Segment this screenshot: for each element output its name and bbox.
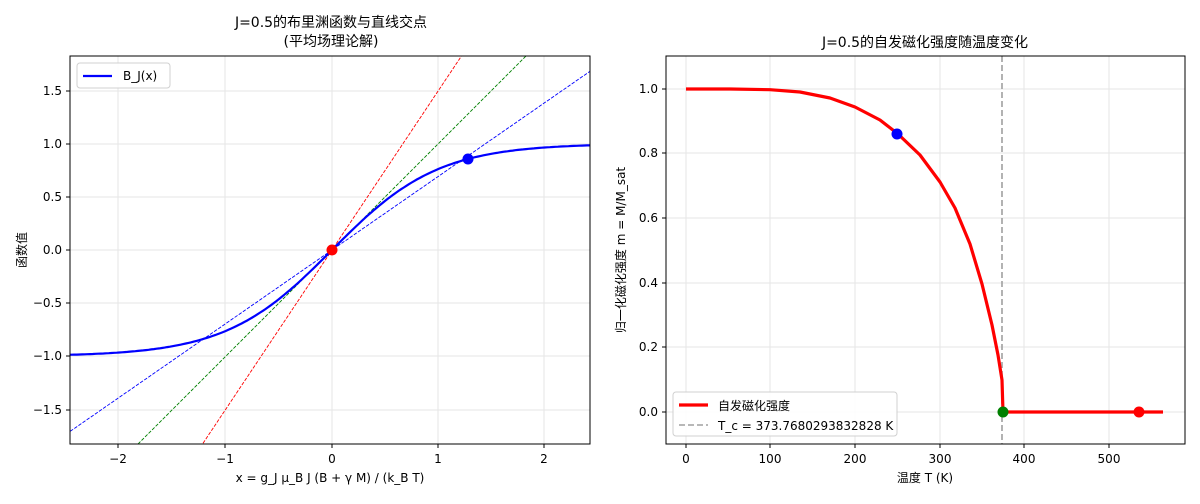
right-ytick: 0.8 (639, 146, 658, 160)
right-legend-label-1: 自发磁化强度 (718, 398, 790, 413)
point-blue (891, 128, 903, 140)
left-xtick: 1 (434, 452, 442, 466)
right-chart-title: J=0.5的自发磁化强度随温度变化 (821, 35, 1028, 51)
left-xtick: −1 (216, 452, 234, 466)
left-xtick: −2 (109, 452, 127, 466)
left-xlabel: x = g_J μ_B J (B + γ M) / (k_B T) (236, 471, 425, 485)
right-xtick: 200 (844, 452, 867, 466)
left-ytick: 0.0 (43, 243, 62, 257)
green-dashed-line (137, 56, 527, 444)
right-xtick: 500 (1098, 452, 1121, 466)
right-legend-label-2: T_c = 373.7680293832828 K (717, 419, 894, 433)
intersection-point-positive (462, 153, 474, 165)
right-chart: J=0.5的自发磁化强度随温度变化 (613, 35, 1186, 485)
right-ytick: 0.6 (639, 211, 658, 225)
right-xtick: 400 (1013, 452, 1036, 466)
left-chart: J=0.5的布里渊函数与直线交点 (平均场理论解) (14, 14, 591, 485)
left-ytick: −1.0 (33, 349, 62, 363)
right-xlabel: 温度 T (K) (897, 470, 953, 485)
right-grid (666, 56, 1185, 444)
right-ylabel: 归一化磁化强度 m = M/M_sat (613, 167, 628, 334)
left-ytick: −1.5 (33, 403, 62, 417)
right-ytick: 0.0 (639, 405, 658, 419)
left-ytick: 0.5 (43, 190, 62, 204)
right-xtick: 300 (929, 452, 952, 466)
right-ytick: 0.2 (639, 340, 658, 354)
left-ylabel: 函数值 (14, 232, 29, 268)
left-legend: B_J(x) (76, 62, 171, 89)
right-axes-frame (665, 55, 1186, 445)
left-legend-label: B_J(x) (123, 69, 157, 83)
right-ytick: 0.4 (639, 276, 658, 290)
point-red (1133, 406, 1145, 418)
left-xtick: 0 (328, 452, 336, 466)
left-ytick: 1.0 (43, 137, 62, 151)
left-xtick: 2 (540, 452, 548, 466)
left-chart-title-line1: J=0.5的布里渊函数与直线交点 (234, 14, 427, 31)
intersection-point-origin (326, 244, 338, 256)
left-chart-title-line2: (平均场理论解) (284, 34, 379, 50)
right-xtick: 0 (682, 452, 690, 466)
magnetization-curve (686, 87, 1163, 414)
left-ytick: 1.5 (43, 84, 62, 98)
right-ytick: 1.0 (639, 82, 658, 96)
right-legend: 自发磁化强度 T_c = 373.7680293832828 K (672, 391, 898, 437)
point-curie (997, 406, 1009, 418)
left-ytick: −0.5 (33, 296, 62, 310)
right-xtick: 100 (759, 452, 782, 466)
